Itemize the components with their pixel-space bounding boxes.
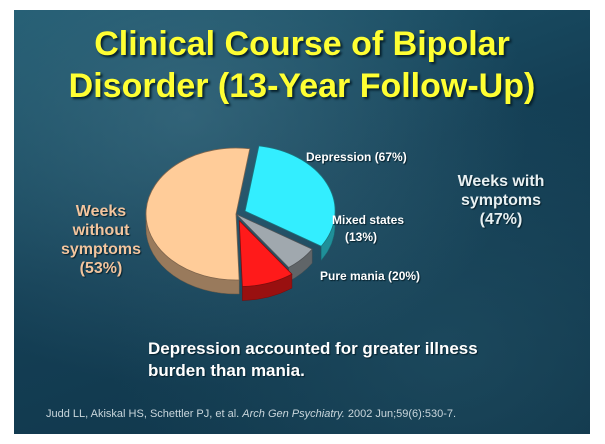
citation-journal: Arch Gen Psychiatry.: [242, 408, 345, 420]
pie-chart: [145, 145, 336, 301]
weeks-without-symptoms-label: Weeks without symptoms (53%): [56, 202, 146, 278]
slide-title-line2: Disorder (13-Year Follow-Up): [68, 67, 536, 105]
slide-title-line1: Clinical Course of Bipolar: [94, 25, 510, 63]
note-line1: Depression accounted for greater illness: [148, 339, 478, 358]
with-line2: symptoms: [460, 192, 542, 209]
summary-note: Depression accounted for greater illness…: [148, 338, 548, 382]
without-line4: (53%): [79, 260, 123, 277]
without-line3: symptoms: [60, 241, 142, 258]
without-line2: without: [72, 222, 130, 239]
with-line3: (47%): [479, 211, 523, 228]
citation-authors: Judd LL, Akiskal HS, Schettler PJ, et al…: [46, 408, 240, 420]
pie-slice-3: [238, 219, 293, 287]
mixed-states-label-line1: Mixed states: [332, 213, 405, 227]
pure-mania-label: Pure mania (20%): [320, 269, 421, 283]
weeks-with-symptoms-label: Weeks with symptoms (47%): [442, 172, 560, 229]
slide: Clinical Course of Bipolar Disorder (13-…: [14, 10, 590, 434]
depression-label: Depression (67%): [306, 150, 407, 164]
citation-details: 2002 Jun;59(6):530-7.: [347, 408, 457, 420]
with-line1: Weeks with: [457, 173, 545, 190]
without-line1: Weeks: [75, 203, 127, 220]
pie-slice-2: [235, 213, 313, 268]
note-line2: burden than mania.: [148, 361, 305, 380]
citation: Judd LL, Akiskal HS, Schettler PJ, et al…: [46, 408, 576, 420]
pie-slice-0: [145, 147, 251, 281]
mixed-states-label-line2: (13%): [345, 230, 378, 244]
pie-slice-1: [244, 145, 336, 247]
